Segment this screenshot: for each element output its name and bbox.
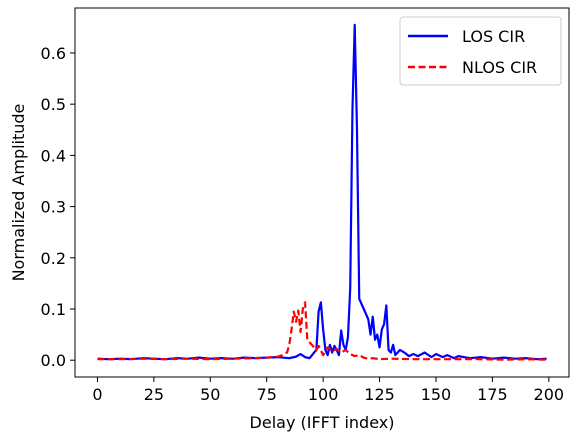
- series-line-los: [97, 23, 547, 361]
- legend: LOS CIR NLOS CIR: [399, 16, 562, 86]
- x-tick-label: 100: [308, 385, 339, 404]
- x-tick-label: 125: [364, 385, 395, 404]
- y-axis-title: Normalized Amplitude: [9, 104, 28, 282]
- x-tick-label: 50: [200, 385, 220, 404]
- y-tick-label: 0.0: [41, 351, 66, 370]
- plot-frame: [74, 7, 570, 378]
- y-tick-label: 0.3: [41, 198, 66, 217]
- y-tick-label: 0.1: [41, 300, 66, 319]
- plot-lines: [97, 23, 547, 361]
- x-tick-label: 150: [421, 385, 452, 404]
- x-tick-label: 200: [534, 385, 565, 404]
- x-tick-label: 0: [92, 385, 102, 404]
- series-line-nlos: [97, 301, 547, 361]
- x-tick-label: 175: [477, 385, 508, 404]
- y-tick-label: 0.4: [41, 146, 66, 165]
- x-tick-label: 25: [144, 385, 164, 404]
- y-tick-label: 0.2: [41, 249, 66, 268]
- legend-label: LOS CIR: [462, 27, 525, 46]
- x-tick-label: 75: [257, 385, 277, 404]
- y-tick-label: 0.6: [41, 44, 66, 63]
- x-axis-title: Delay (IFFT index): [250, 413, 395, 432]
- x-axis-ticks: 0 25 50 75 100 125 150 175 200: [92, 377, 564, 404]
- y-tick-label: 0.5: [41, 95, 66, 114]
- legend-label: NLOS CIR: [462, 58, 537, 77]
- y-axis-ticks: 0.0 0.1 0.2 0.3 0.4 0.5 0.6: [41, 44, 75, 370]
